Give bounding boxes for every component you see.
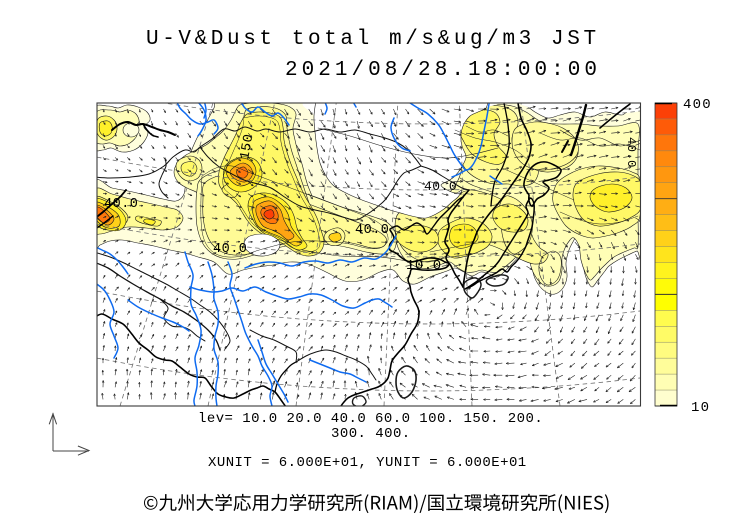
svg-text:40.0: 40.0 — [624, 137, 638, 168]
svg-text:300. 400.: 300. 400. — [331, 426, 411, 442]
svg-text:XUNIT = 6.000E+01, YUNIT = 6.0: XUNIT = 6.000E+01, YUNIT = 6.000E+01 — [208, 455, 527, 471]
svg-text:40.0: 40.0 — [104, 197, 138, 212]
svg-text:lev= 10.0 20.0 40.0 60.0 100.: lev= 10.0 20.0 40.0 60.0 100. 150. 200. — [198, 411, 543, 427]
svg-text:40.0: 40.0 — [424, 179, 457, 194]
svg-text:150: 150 — [238, 133, 257, 161]
svg-text:10: 10 — [691, 400, 710, 416]
svg-text:2021/08/28.18:00:00: 2021/08/28.18:00:00 — [285, 59, 601, 82]
svg-text:40.0: 40.0 — [355, 223, 389, 238]
svg-text:40.0: 40.0 — [213, 242, 247, 257]
svg-text:U-V&Dust total m/s&ug/m3 JST: U-V&Dust total m/s&ug/m3 JST — [146, 28, 600, 51]
svg-text:400: 400 — [683, 97, 712, 113]
svg-text:10.0: 10.0 — [406, 258, 442, 274]
